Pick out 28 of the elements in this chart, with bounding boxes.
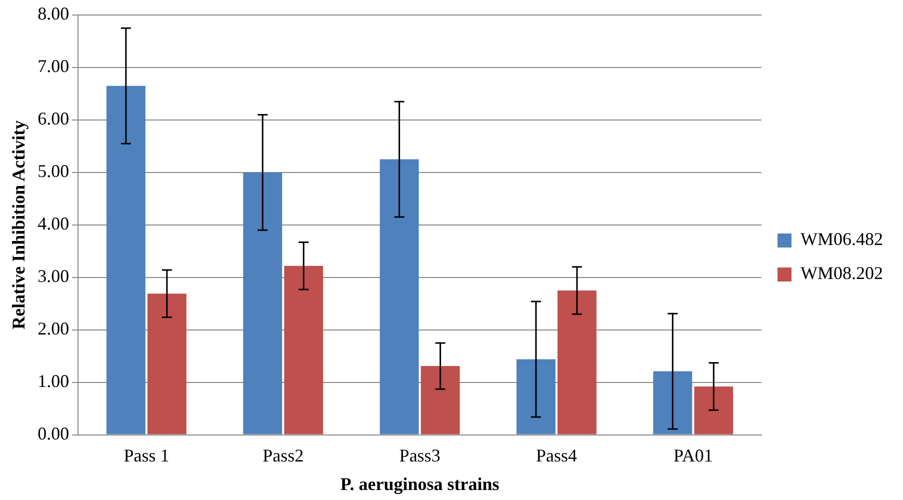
y-tick-label: 0.00 <box>38 424 70 444</box>
y-tick-label: 1.00 <box>38 371 70 392</box>
x-tick-label: Pass2 <box>262 445 304 466</box>
y-tick-label: 6.00 <box>38 108 70 129</box>
bar <box>284 266 324 434</box>
bar <box>106 86 146 434</box>
y-tick-label: 2.00 <box>38 318 70 339</box>
legend-label: WM08.202 <box>800 263 884 284</box>
bar <box>653 371 692 434</box>
bar <box>380 159 419 434</box>
x-tick-label: PA01 <box>673 445 713 466</box>
y-axis-title: Relative Inhibition Activity <box>8 120 28 330</box>
bar <box>147 294 186 434</box>
x-tick-label: Pass3 <box>399 445 440 466</box>
bar <box>558 290 596 434</box>
y-tick-label: 5.00 <box>38 161 70 182</box>
bar <box>420 366 460 434</box>
bar <box>243 172 282 434</box>
y-tick-label: 7.00 <box>38 56 70 76</box>
y-tick-label: 8.00 <box>38 4 70 24</box>
bar <box>694 386 734 434</box>
y-tick-label: 3.00 <box>38 266 70 286</box>
y-tick-label: 4.00 <box>38 214 70 234</box>
x-tick-label: Pass4 <box>536 445 577 466</box>
legend-label: WM06.482 <box>800 229 884 250</box>
x-tick-label: Pass 1 <box>124 445 170 466</box>
x-axis-title: P. aeruginosa strains <box>340 474 500 494</box>
bar <box>516 359 556 434</box>
